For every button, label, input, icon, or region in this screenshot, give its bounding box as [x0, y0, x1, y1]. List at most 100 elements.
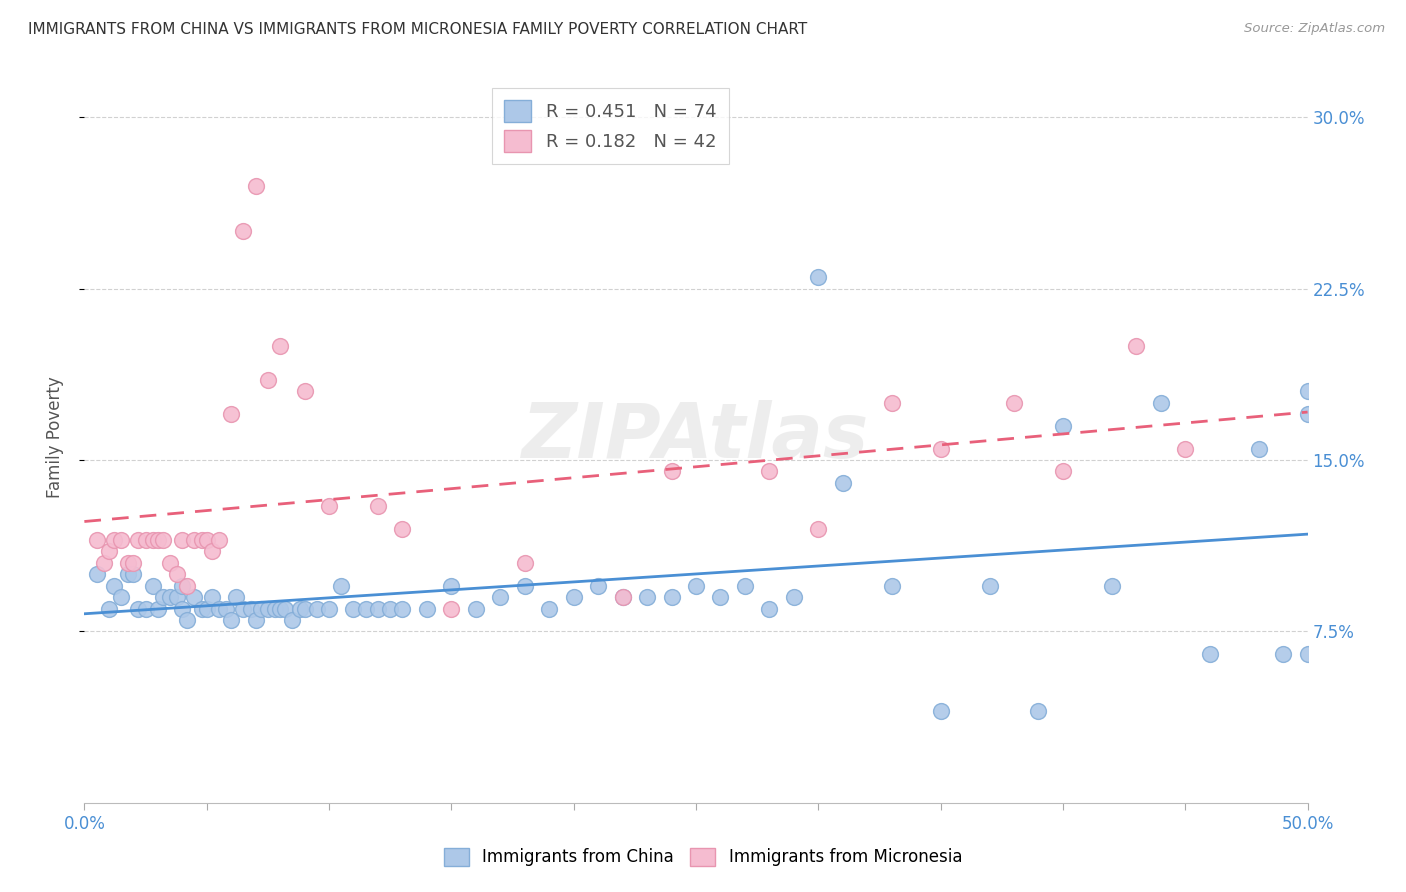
Point	[586, 579, 609, 593]
Point	[172, 579, 194, 593]
Point	[176, 613, 198, 627]
Point	[232, 601, 254, 615]
Point	[274, 601, 297, 615]
Point	[1198, 647, 1220, 661]
Point	[807, 270, 830, 285]
Point	[110, 533, 132, 547]
Point	[219, 613, 242, 627]
Point	[152, 533, 174, 547]
Point	[249, 601, 271, 615]
Point	[513, 556, 536, 570]
Point	[159, 556, 181, 570]
Point	[342, 601, 364, 615]
Point	[191, 533, 214, 547]
Point	[183, 590, 205, 604]
Point	[86, 533, 108, 547]
Point	[1150, 396, 1173, 410]
Point	[880, 579, 903, 593]
Point	[142, 533, 165, 547]
Text: ZIPAtlas: ZIPAtlas	[522, 401, 870, 474]
Point	[232, 224, 254, 238]
Point	[166, 590, 188, 604]
Point	[176, 579, 198, 593]
Point	[208, 601, 231, 615]
Point	[661, 464, 683, 478]
Point	[191, 601, 214, 615]
Point	[122, 567, 145, 582]
Point	[929, 442, 952, 456]
Point	[305, 601, 328, 615]
Point	[245, 613, 267, 627]
Point	[709, 590, 731, 604]
Point	[1174, 442, 1197, 456]
Point	[1296, 407, 1319, 421]
Point	[562, 590, 585, 604]
Point	[380, 601, 402, 615]
Point	[489, 590, 512, 604]
Point	[440, 579, 463, 593]
Point	[758, 464, 780, 478]
Point	[1101, 579, 1123, 593]
Point	[661, 590, 683, 604]
Point	[1272, 647, 1295, 661]
Point	[318, 601, 340, 615]
Point	[117, 567, 139, 582]
Point	[172, 533, 194, 547]
Point	[103, 579, 125, 593]
Point	[636, 590, 658, 604]
Point	[367, 601, 389, 615]
Point	[215, 601, 238, 615]
Point	[758, 601, 780, 615]
Point	[239, 601, 262, 615]
Point	[93, 556, 115, 570]
Point	[269, 601, 291, 615]
Point	[391, 521, 413, 535]
Point	[1052, 464, 1074, 478]
Legend: R = 0.451   N = 74, R = 0.182   N = 42: R = 0.451 N = 74, R = 0.182 N = 42	[492, 87, 730, 164]
Text: IMMIGRANTS FROM CHINA VS IMMIGRANTS FROM MICRONESIA FAMILY POVERTY CORRELATION C: IMMIGRANTS FROM CHINA VS IMMIGRANTS FROM…	[28, 22, 807, 37]
Point	[142, 579, 165, 593]
Point	[685, 579, 707, 593]
Point	[200, 544, 222, 558]
Point	[513, 579, 536, 593]
Point	[1028, 705, 1050, 719]
Point	[979, 579, 1001, 593]
Point	[152, 590, 174, 604]
Point	[103, 533, 125, 547]
Point	[127, 601, 149, 615]
Point	[354, 601, 377, 615]
Point	[172, 601, 194, 615]
Point	[122, 556, 145, 570]
Point	[208, 533, 231, 547]
Point	[929, 705, 952, 719]
Point	[318, 499, 340, 513]
Point	[225, 590, 247, 604]
Point	[288, 601, 311, 615]
Point	[257, 601, 280, 615]
Point	[117, 556, 139, 570]
Point	[416, 601, 439, 615]
Point	[1247, 442, 1270, 456]
Point	[1052, 418, 1074, 433]
Point	[97, 601, 120, 615]
Point	[269, 338, 291, 352]
Y-axis label: Family Poverty: Family Poverty	[45, 376, 63, 498]
Point	[612, 590, 634, 604]
Point	[219, 407, 242, 421]
Point	[166, 567, 188, 582]
Point	[831, 475, 853, 490]
Point	[146, 601, 169, 615]
Point	[783, 590, 806, 604]
Legend: Immigrants from China, Immigrants from Micronesia: Immigrants from China, Immigrants from M…	[436, 839, 970, 875]
Point	[195, 601, 218, 615]
Point	[294, 601, 316, 615]
Point	[183, 533, 205, 547]
Point	[146, 533, 169, 547]
Point	[281, 613, 304, 627]
Point	[294, 384, 316, 399]
Point	[734, 579, 756, 593]
Point	[1296, 647, 1319, 661]
Point	[159, 590, 181, 604]
Point	[440, 601, 463, 615]
Point	[97, 544, 120, 558]
